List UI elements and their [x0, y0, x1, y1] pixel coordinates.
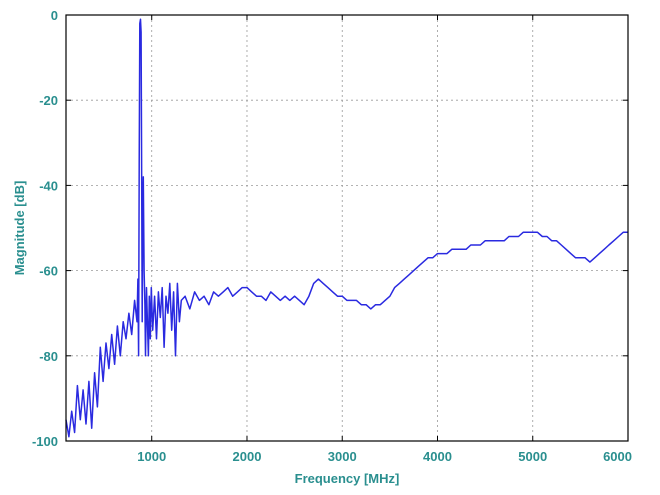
y-axis-label: Magnitude [dB]	[12, 181, 27, 276]
y-tick-label: -40	[39, 178, 58, 193]
plot-frame	[65, 14, 629, 442]
y-tick-label: -100	[32, 434, 58, 449]
y-tick-label: -20	[39, 93, 58, 108]
y-tick-label: -80	[39, 349, 58, 364]
series-line	[65, 18, 628, 438]
x-tick-label: 1000	[137, 449, 166, 464]
grid-lines	[66, 15, 629, 441]
x-tick-label: 4000	[423, 449, 452, 464]
y-axis-ticks: 0 -20 -40 -60 -80 -100	[32, 8, 628, 449]
x-tick-label: 2000	[233, 449, 262, 464]
x-tick-label: 3000	[328, 449, 357, 464]
x-tick-label: 5000	[518, 449, 547, 464]
x-axis-label: Frequency [MHz]	[295, 471, 400, 486]
y-tick-label: -60	[39, 264, 58, 279]
x-tick-label: 6000	[603, 449, 632, 464]
x-axis-ticks: 1000 2000 3000 4000 5000 6000	[137, 15, 632, 464]
y-tick-label: 0	[51, 8, 58, 23]
series-layer	[65, 18, 628, 438]
